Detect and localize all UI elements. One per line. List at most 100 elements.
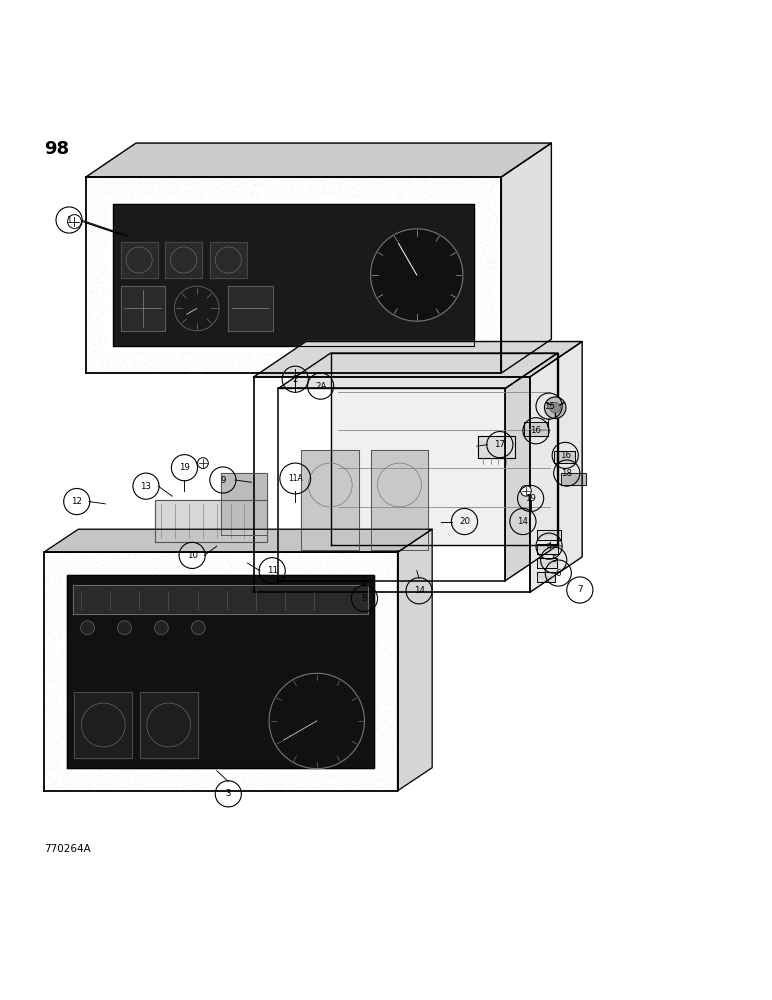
Point [63, 773, 75, 789]
Point [435, 346, 448, 362]
Point [372, 678, 384, 694]
Point [279, 344, 291, 360]
Point [242, 558, 255, 574]
Point [259, 564, 272, 580]
Point [101, 316, 113, 332]
Point [56, 693, 68, 709]
Point [137, 771, 149, 787]
Point [93, 333, 106, 349]
Point [162, 554, 174, 570]
Point [445, 186, 457, 202]
Point [371, 714, 383, 730]
Point [381, 678, 394, 694]
Point [179, 360, 191, 376]
Point [266, 562, 278, 578]
Point [474, 248, 486, 264]
Point [56, 607, 69, 623]
Point [84, 560, 96, 576]
Point [275, 781, 287, 797]
Point [97, 339, 110, 355]
Point [263, 560, 276, 576]
Point [495, 172, 507, 188]
Point [137, 556, 150, 572]
Point [333, 545, 345, 561]
Point [202, 170, 215, 186]
Point [494, 301, 506, 317]
Point [96, 325, 109, 341]
Point [43, 764, 56, 780]
Point [89, 330, 101, 346]
Point [105, 776, 117, 792]
Point [468, 349, 480, 365]
Point [90, 563, 102, 579]
Point [486, 340, 499, 356]
Point [81, 195, 93, 211]
Point [141, 783, 153, 799]
Point [49, 602, 61, 618]
Point [258, 352, 270, 368]
Point [92, 238, 104, 254]
Point [130, 176, 142, 192]
Point [341, 782, 354, 798]
Point [88, 301, 100, 317]
Point [236, 177, 249, 193]
Point [46, 686, 58, 702]
Point [320, 557, 333, 573]
Point [137, 553, 149, 569]
Point [218, 766, 231, 782]
Point [51, 735, 63, 751]
Point [203, 347, 215, 363]
Point [246, 769, 259, 785]
Point [144, 346, 156, 362]
Point [239, 347, 252, 363]
Point [103, 551, 116, 567]
Point [232, 353, 245, 369]
Point [221, 182, 233, 198]
Point [232, 565, 244, 581]
Point [158, 765, 171, 781]
Point [229, 362, 241, 378]
Point [83, 329, 95, 345]
Point [374, 585, 386, 601]
Point [98, 308, 110, 324]
Point [83, 337, 96, 353]
Point [96, 246, 109, 262]
Point [103, 175, 116, 191]
Point [83, 782, 96, 798]
Point [106, 172, 118, 188]
Point [481, 283, 493, 299]
Point [100, 778, 113, 794]
Point [387, 630, 399, 646]
Point [388, 173, 400, 189]
Point [371, 657, 383, 673]
Point [483, 200, 496, 216]
Point [39, 699, 52, 715]
Point [354, 557, 367, 573]
Point [192, 774, 205, 790]
Point [124, 184, 136, 200]
Point [252, 547, 265, 563]
Point [46, 748, 58, 764]
Point [379, 683, 391, 699]
Point [42, 692, 54, 708]
Point [382, 667, 394, 683]
Point [66, 782, 79, 798]
Point [453, 363, 466, 379]
Polygon shape [561, 473, 586, 485]
Point [99, 554, 111, 570]
Point [390, 351, 402, 367]
Point [489, 196, 502, 212]
Point [328, 183, 340, 199]
Point [386, 612, 398, 628]
Point [108, 177, 120, 193]
Point [86, 545, 98, 561]
Point [422, 346, 435, 362]
Point [491, 322, 503, 338]
Point [308, 546, 320, 562]
Point [388, 644, 400, 660]
Point [174, 553, 186, 569]
Point [98, 202, 110, 218]
Point [398, 175, 411, 191]
Point [292, 560, 304, 576]
Point [202, 773, 215, 789]
